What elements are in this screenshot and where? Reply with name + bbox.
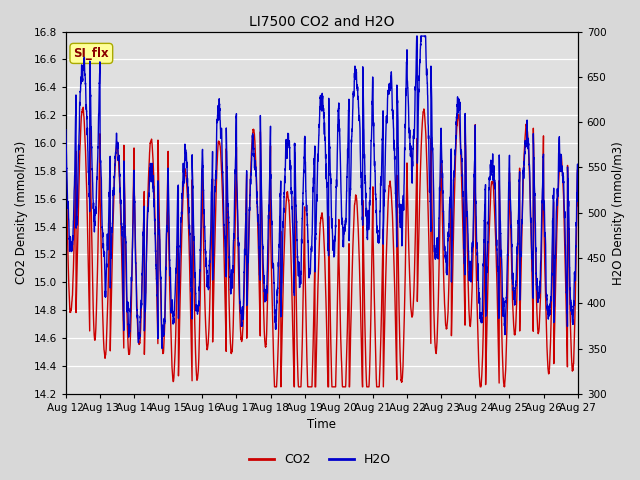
Title: LI7500 CO2 and H2O: LI7500 CO2 and H2O (249, 15, 394, 29)
Text: SI_flx: SI_flx (74, 47, 109, 60)
Y-axis label: CO2 Density (mmol/m3): CO2 Density (mmol/m3) (15, 141, 28, 284)
X-axis label: Time: Time (307, 419, 336, 432)
Legend: CO2, H2O: CO2, H2O (244, 448, 396, 471)
Y-axis label: H2O Density (mmol/m3): H2O Density (mmol/m3) (612, 141, 625, 285)
